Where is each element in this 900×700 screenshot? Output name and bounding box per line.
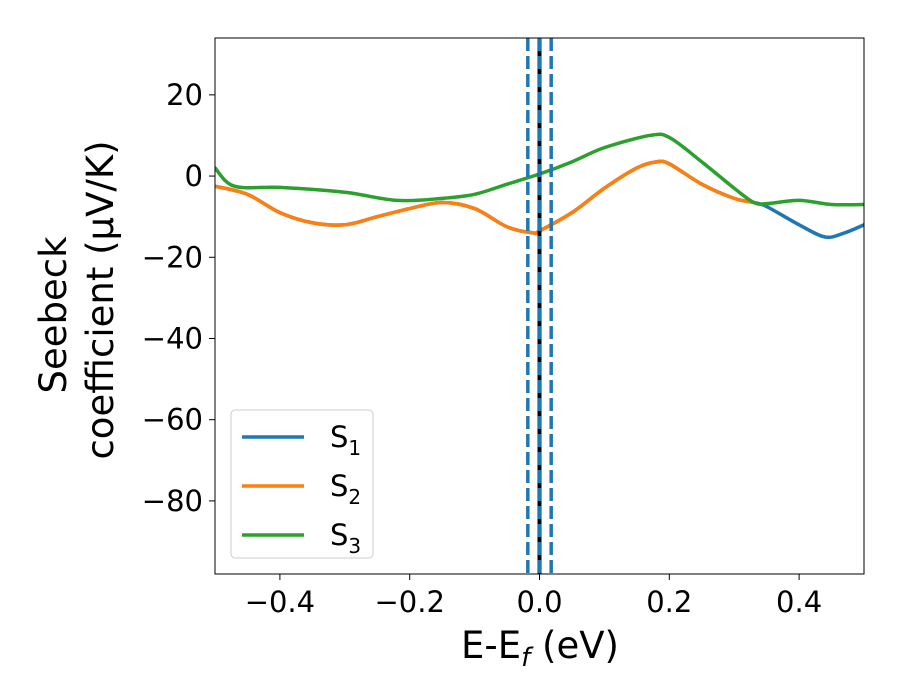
x-tick-label: 0.0: [516, 585, 562, 619]
legend-box: [230, 409, 374, 559]
y-axis-label: Seebeck coefficient (μV/K): [32, 140, 122, 459]
x-tick-label: −0.4: [245, 585, 315, 619]
x-tick-label: 0.2: [646, 585, 692, 619]
legend-label-s1: S1: [330, 420, 361, 460]
y-axis: 20 0 −20 −40 −60 −80: [142, 78, 215, 518]
y-tick-label: 20: [166, 78, 203, 112]
y-tick-label: 0: [185, 159, 203, 193]
y-tick-label: −20: [142, 240, 203, 274]
x-axis-label: E-Ef (eV): [461, 624, 619, 673]
x-tick-label: 0.4: [776, 585, 822, 619]
y-tick-label: −60: [142, 403, 203, 437]
plot-area: [215, 38, 864, 574]
series-line-s3: [215, 132, 864, 207]
y-axis-label-line-2: coefficient (μV/K): [79, 140, 122, 459]
legend-label-s3: S3: [330, 518, 361, 558]
x-axis-label-unit: (eV): [530, 624, 619, 667]
legend: S1 S2 S3: [230, 409, 374, 559]
legend-label-s2: S2: [330, 469, 361, 509]
y-tick-label: −80: [142, 484, 203, 518]
x-axis: −0.4 −0.2 0.0 0.2 0.4: [245, 574, 822, 619]
x-tick-label: −0.2: [374, 585, 444, 619]
y-axis-label-line-1: Seebeck: [32, 236, 75, 394]
series-line-s2: [215, 159, 756, 236]
x-axis-label-main: E-E: [461, 624, 521, 667]
y-tick-label: −40: [142, 321, 203, 355]
